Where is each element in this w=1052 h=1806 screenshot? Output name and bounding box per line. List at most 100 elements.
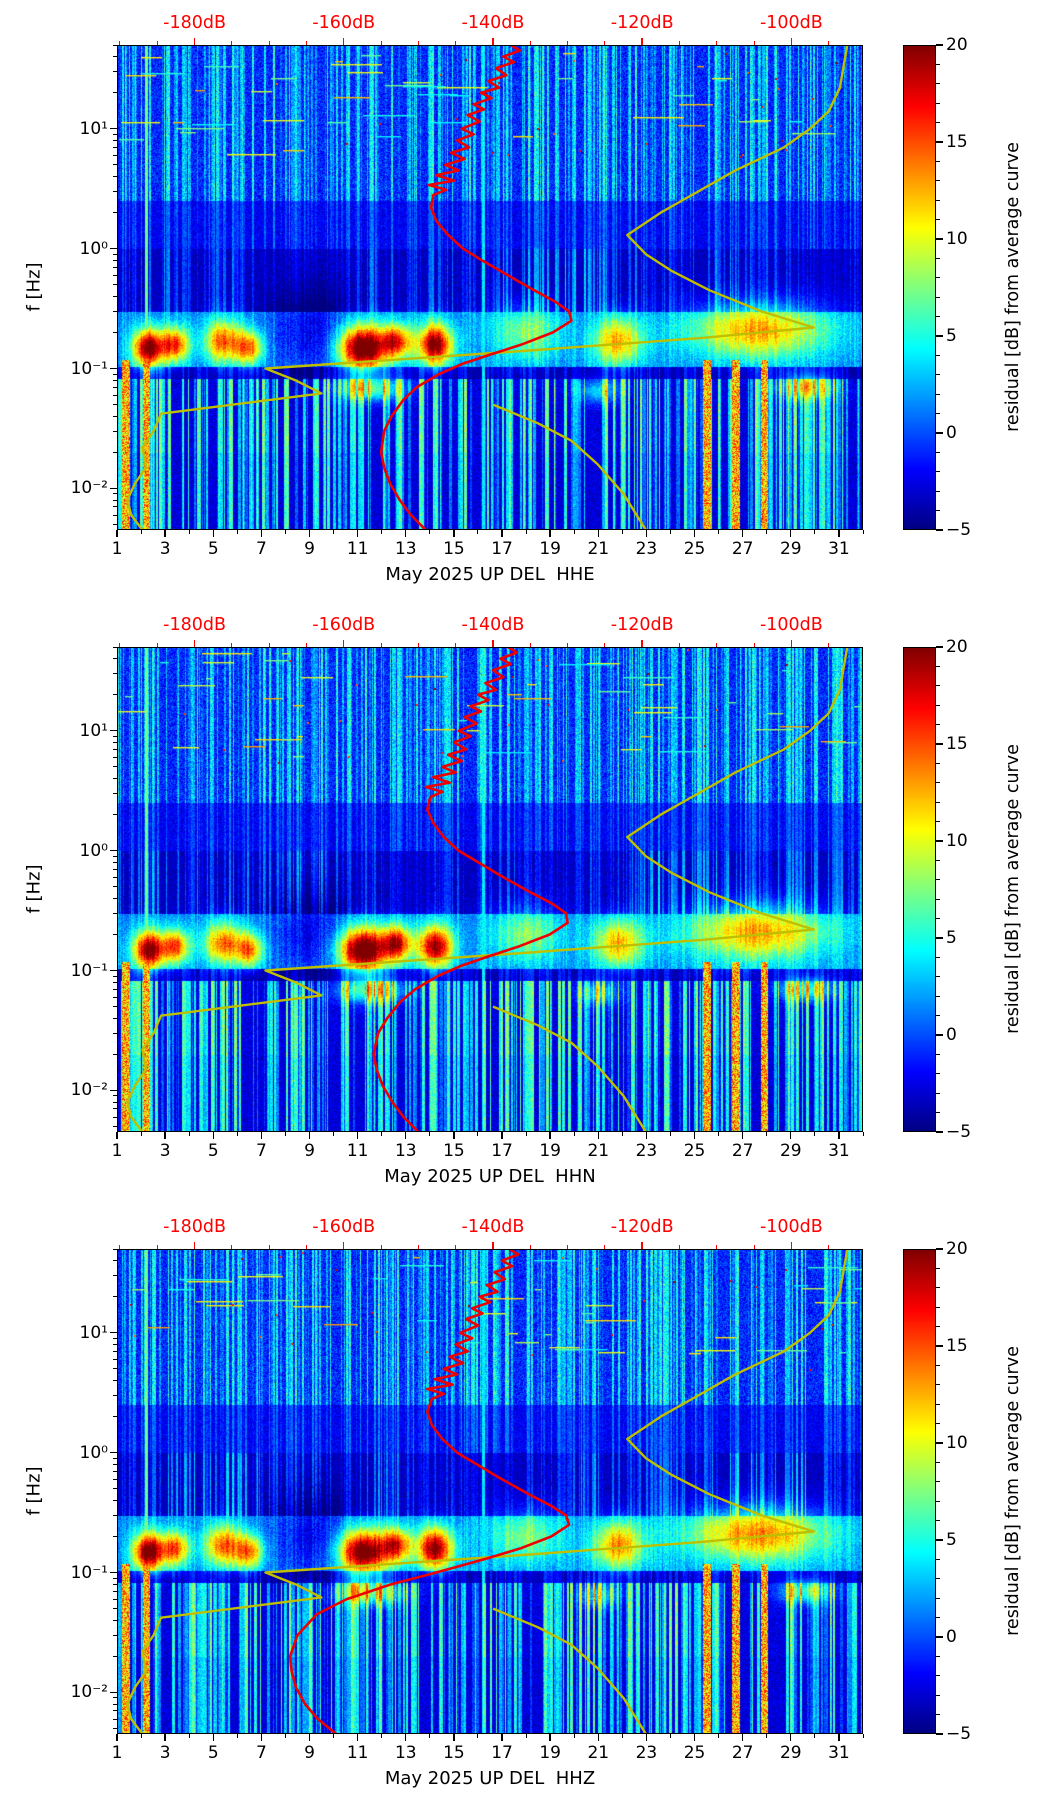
x-tick-label: 27 — [731, 1141, 754, 1161]
colorbar-tick-label: 20 — [946, 34, 968, 55]
colorbar-minor-tick — [936, 762, 940, 764]
x-tick-label: 29 — [779, 1743, 802, 1763]
colorbar-minor-tick — [936, 1558, 940, 1560]
y-tick-label: 10⁰ — [79, 1442, 108, 1463]
colorbar-major-tick — [936, 238, 943, 240]
x-minor-tick — [766, 1734, 768, 1738]
x-major-tick — [356, 530, 359, 537]
colorbar-minor-tick — [936, 374, 940, 376]
x-major-tick — [356, 1132, 359, 1139]
colorbar-minor-tick — [936, 1326, 940, 1328]
x-minor-tick — [140, 1132, 142, 1136]
x-major-tick — [453, 1132, 455, 1139]
colorbar-tick-label: 0 — [946, 1024, 957, 1045]
x-minor-tick — [188, 530, 190, 534]
colorbar-major-tick — [936, 141, 943, 143]
y-major-tick — [110, 247, 117, 250]
colorbar-major-tick — [936, 44, 943, 46]
x-major-tick — [116, 530, 118, 537]
x-major-tick — [453, 1734, 455, 1741]
colorbar-tick-label: 15 — [946, 131, 968, 152]
colorbar-major-tick — [936, 529, 943, 531]
colorbar-major-tick — [936, 1636, 943, 1638]
x-tick-label: 25 — [683, 539, 706, 559]
y-major-tick — [110, 849, 117, 852]
colorbar-label: residual [dB] from average curve — [1003, 142, 1023, 432]
colorbar-minor-tick — [936, 1694, 940, 1696]
x-tick-label: 7 — [255, 1743, 267, 1763]
colorbar-tick-label: 10 — [946, 830, 968, 851]
x-major-tick — [549, 530, 551, 537]
x-major-tick — [308, 1132, 311, 1139]
colorbar-tick-label: 5 — [946, 325, 957, 346]
spectrogram-plot-area — [117, 1249, 863, 1734]
colorbar-minor-tick — [936, 704, 940, 706]
y-major-tick — [110, 1571, 117, 1574]
x-tick-label: 17 — [491, 1743, 513, 1763]
x-tick-label: 17 — [491, 1141, 513, 1161]
colorbar-major-tick — [936, 1248, 943, 1250]
colorbar — [903, 1249, 936, 1734]
x-minor-tick — [188, 1132, 190, 1136]
y-axis-label: f [Hz] — [23, 262, 45, 312]
x-major-tick — [645, 530, 648, 537]
x-minor-tick — [525, 1734, 527, 1738]
colorbar-minor-tick — [936, 83, 940, 85]
colorbar-minor-tick — [936, 1403, 940, 1405]
db-tick-label: -160dB — [312, 615, 376, 635]
x-tick-label: 23 — [635, 1141, 658, 1161]
average-psd-curve — [372, 647, 569, 1132]
x-tick-label: 3 — [159, 539, 171, 559]
y-tick-label: 10¹ — [79, 1322, 108, 1343]
x-minor-tick — [669, 1132, 671, 1136]
db-major-tick — [343, 640, 345, 647]
y-major-tick — [110, 487, 117, 490]
x-tick-label: 29 — [779, 539, 802, 559]
x-major-tick — [838, 1734, 840, 1741]
x-minor-tick — [381, 530, 383, 534]
colorbar-major-tick — [936, 1733, 943, 1735]
colorbar-tick-label: −5 — [946, 1723, 972, 1744]
colorbar-minor-tick — [936, 1423, 940, 1425]
colorbar-minor-tick — [936, 1053, 940, 1055]
x-major-tick — [790, 1734, 792, 1741]
db-tick-label: -120dB — [610, 1217, 674, 1237]
db-major-tick — [641, 640, 643, 647]
db-major-tick — [343, 1242, 345, 1249]
colorbar-minor-tick — [936, 1578, 940, 1580]
x-minor-tick — [525, 530, 527, 534]
spectrum-curves-overlay — [126, 45, 849, 530]
colorbar-minor-tick — [936, 180, 940, 182]
db-major-tick — [641, 1242, 643, 1249]
colorbar-minor-tick — [936, 1267, 940, 1269]
db-major-tick — [790, 38, 793, 45]
spectrogram-plot-area — [117, 45, 863, 530]
colorbar-tick-label: 20 — [946, 636, 968, 657]
x-major-tick — [405, 530, 407, 537]
db-tick-label: -140dB — [461, 13, 525, 33]
x-tick-label: 9 — [304, 1141, 315, 1161]
colorbar-minor-tick — [936, 1714, 940, 1716]
x-tick-label: 13 — [394, 1743, 417, 1763]
colorbar-minor-tick — [936, 122, 940, 124]
db-major-tick — [790, 640, 793, 647]
y-tick-label: 10⁻¹ — [70, 358, 108, 379]
reference-model-curve-low — [492, 403, 647, 530]
x-major-tick — [597, 1734, 599, 1741]
x-major-tick — [212, 1132, 214, 1139]
colorbar-minor-tick — [936, 451, 940, 453]
x-major-tick — [645, 1734, 648, 1741]
colorbar-minor-tick — [936, 918, 940, 920]
db-tick-label: -140dB — [461, 1217, 525, 1237]
db-tick-label: -120dB — [610, 615, 674, 635]
y-major-tick — [110, 730, 117, 732]
x-minor-tick — [718, 1734, 720, 1738]
x-minor-tick — [429, 530, 431, 534]
colorbar-minor-tick — [936, 160, 940, 162]
x-minor-tick — [333, 1132, 335, 1136]
x-tick-label: 3 — [159, 1141, 171, 1161]
reference-model-curve-low — [492, 1005, 647, 1132]
x-minor-tick — [573, 1132, 575, 1136]
x-minor-tick — [718, 1132, 720, 1136]
x-major-tick — [838, 1132, 840, 1139]
